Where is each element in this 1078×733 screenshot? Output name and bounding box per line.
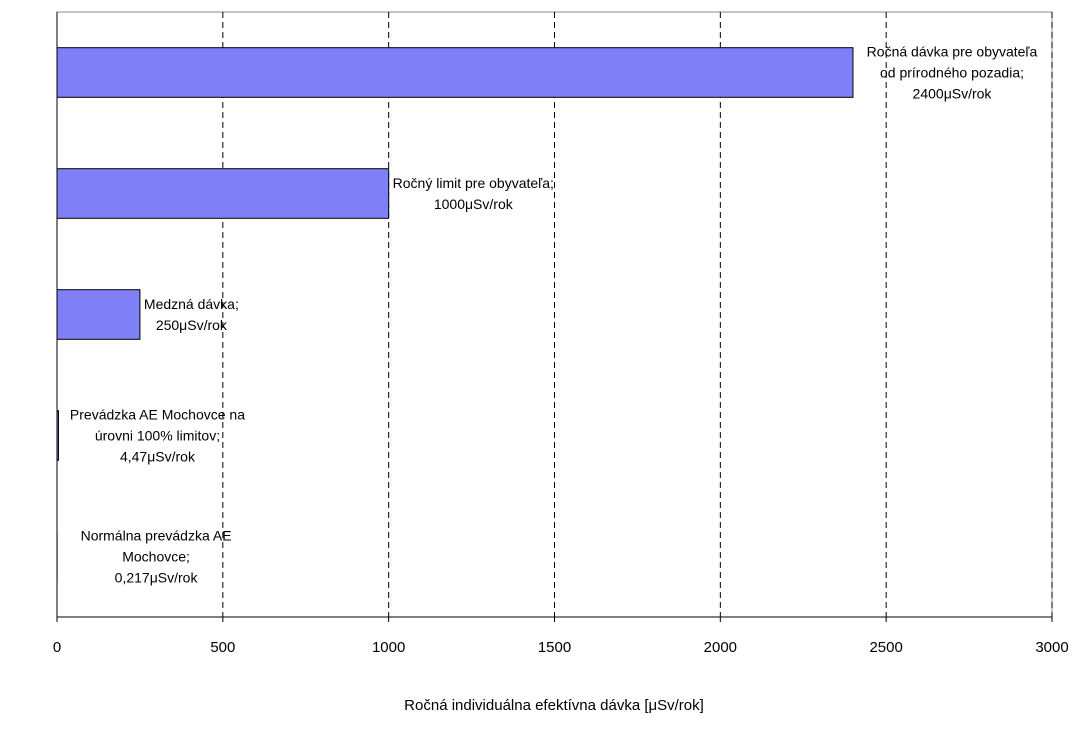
- label-value: 1000μSv/rok: [433, 195, 513, 212]
- bar: [56, 168, 390, 219]
- label-value: 4,47μSv/rok: [119, 448, 195, 464]
- data-label: Ročná dávka pre obyvateľa od prírodného …: [857, 41, 1047, 104]
- x-tick-label: 3000: [1035, 639, 1068, 656]
- label-value: 2400μSv/rok: [912, 85, 992, 101]
- data-label: Normálna prevádzka AE Mochovce; 0,217μSv/…: [61, 525, 251, 588]
- label-name: Medzná dávka;: [143, 295, 239, 312]
- data-label: Ročný limit pre obyvateľa; 1000μSv/rok: [393, 173, 554, 215]
- bar: [56, 289, 141, 340]
- data-label: Medzná dávka; 250μSv/rok: [144, 294, 239, 336]
- x-tick-label: 1000: [372, 639, 405, 656]
- x-tick-label: 2500: [869, 639, 902, 656]
- bar: [56, 47, 854, 98]
- x-tick-label: 0: [53, 639, 61, 656]
- label-value: 0,217μSv/rok: [114, 569, 198, 585]
- x-tick-label: 1500: [538, 639, 571, 656]
- label-name: Prevádzka AE Mochovce na úrovni 100% lim…: [69, 406, 246, 443]
- data-label: Prevádzka AE Mochovce na úrovni 100% lim…: [62, 404, 252, 467]
- x-tick-label: 2000: [704, 639, 737, 656]
- label-name: Ročný limit pre obyvateľa;: [392, 174, 554, 191]
- label-value: 250μSv/rok: [155, 316, 227, 333]
- x-axis-title: Ročná individuálna efektívna dávka [μSv/…: [404, 697, 704, 714]
- x-tick-label: 500: [210, 639, 235, 656]
- bar: [56, 410, 59, 461]
- label-name: Normálna prevádzka AE Mochovce;: [80, 527, 232, 564]
- label-name: Ročná dávka pre obyvateľa od prírodného …: [866, 43, 1038, 80]
